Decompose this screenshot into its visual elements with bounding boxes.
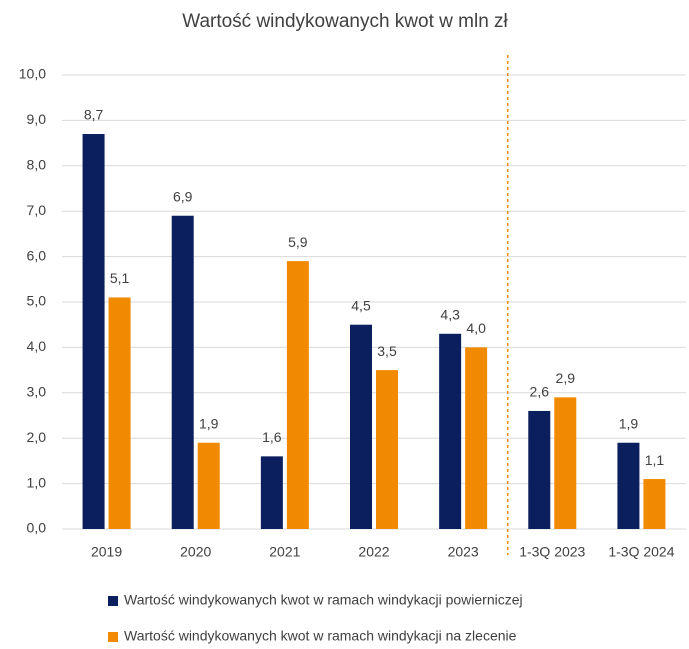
bar <box>617 442 640 529</box>
data-label: 1,1 <box>645 452 665 468</box>
bar <box>197 442 220 529</box>
data-label: 4,5 <box>351 297 371 313</box>
data-label: 4,0 <box>466 320 486 336</box>
y-tick-label: 2,0 <box>27 429 47 445</box>
chart-title: Wartość windykowanych kwot w mln zł <box>182 11 508 32</box>
y-tick-label: 5,0 <box>27 293 47 309</box>
y-tick-label: 8,0 <box>27 157 47 173</box>
bar <box>108 297 131 529</box>
data-label: 2,9 <box>556 370 576 386</box>
legend-swatch <box>108 596 118 606</box>
y-tick-label: 10,0 <box>19 66 46 82</box>
data-label: 5,1 <box>110 270 130 286</box>
bar <box>82 134 105 529</box>
legend-label: Wartość windykowanych kwot w ramach wind… <box>124 628 517 644</box>
legend-swatch <box>108 632 118 642</box>
data-label: 2,6 <box>530 384 550 400</box>
y-tick-label: 1,0 <box>27 474 47 490</box>
y-tick-label: 4,0 <box>27 338 47 354</box>
x-tick-label: 1-3Q 2023 <box>519 544 585 560</box>
x-tick-label: 2022 <box>358 544 389 560</box>
bar <box>286 261 309 529</box>
bar <box>465 347 488 529</box>
data-label: 8,7 <box>84 107 104 123</box>
x-tick-label: 1-3Q 2024 <box>608 544 674 560</box>
y-tick-label: 6,0 <box>27 247 47 263</box>
bar <box>528 410 551 529</box>
x-tick-label: 2020 <box>180 544 211 560</box>
y-tick-label: 7,0 <box>27 202 47 218</box>
data-label: 3,5 <box>377 343 397 359</box>
x-tick-label: 2019 <box>91 544 122 560</box>
bar <box>350 324 372 529</box>
data-label: 5,9 <box>288 234 308 250</box>
data-label: 4,3 <box>440 306 460 322</box>
x-tick-label: 2023 <box>448 544 479 560</box>
y-tick-label: 0,0 <box>27 520 47 536</box>
bar <box>260 456 283 529</box>
bar <box>171 215 194 530</box>
bar <box>643 479 666 529</box>
y-tick-label: 9,0 <box>27 111 47 127</box>
data-label: 1,6 <box>262 429 282 445</box>
data-label: 1,9 <box>619 415 639 431</box>
y-tick-label: 3,0 <box>27 384 47 400</box>
bar <box>439 333 462 529</box>
legend-label: Wartość windykowanych kwot w ramach wind… <box>124 592 523 608</box>
bar <box>554 397 577 529</box>
data-label: 6,9 <box>173 188 193 204</box>
x-tick-label: 2021 <box>269 544 300 560</box>
data-label: 1,9 <box>199 415 219 431</box>
bar <box>376 370 398 529</box>
